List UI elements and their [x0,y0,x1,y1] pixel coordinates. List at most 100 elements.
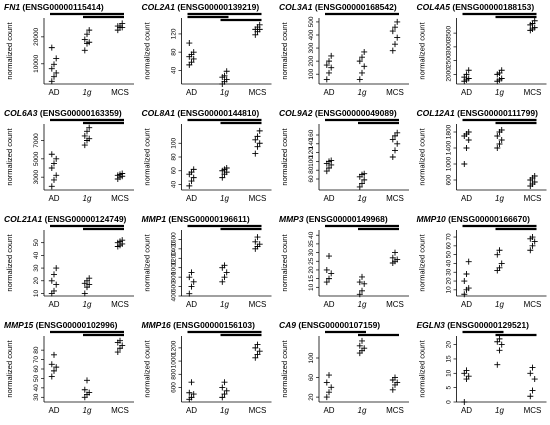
data-point [463,145,470,151]
data-point [326,165,332,171]
data-point [529,387,536,394]
data-point [188,59,195,66]
data-point [254,341,261,348]
gene-id: (ENSG00000139219) [175,2,259,12]
x-tick-label: AD [323,300,334,309]
y-tick-label: 120 [171,28,178,39]
data-point [323,76,330,83]
x-tick-label: 1g [495,194,504,203]
data-point [392,41,398,48]
x-tick-label: AD [48,406,59,415]
data-point [190,166,197,173]
x-tick-label: AD [186,88,197,97]
x-tick-label: AD [461,88,472,97]
data-point [359,273,365,280]
x-tick-label: AD [186,406,197,415]
x-tick-label: 1g [495,406,504,415]
gene-id: (ENSG00000156103) [171,320,255,330]
data-point [394,34,401,41]
y-tick-label: 60 [308,175,315,183]
data-point [356,183,363,190]
y-tick-label: 2500 [446,53,453,68]
data-point [252,344,259,351]
panel-title: COL9A2 (ENSG00000049089) [279,108,397,118]
gene-id: (ENSG00000168542) [313,2,397,12]
data-point [392,374,398,381]
data-point [326,58,332,65]
gene-name: COL2A1 [142,2,176,12]
data-point [494,361,501,368]
data-point [389,28,396,35]
y-tick-label: 40 [308,231,315,239]
data-point [361,170,368,177]
y-tick-label: 3500 [446,26,453,41]
x-tick-label: AD [461,194,472,203]
data-point [359,337,365,344]
panel-title: COL3A1 (ENSG00000168542) [279,2,397,12]
data-point [223,387,230,394]
y-tick-label: 10 [33,289,40,297]
data-point [119,342,126,349]
panel-col4a5: COL4A5 (ENSG00000188153) 2000250030003500… [417,2,547,97]
y-tick-label: 3000 [446,39,453,54]
gene-id: (ENSG00000129521) [445,320,529,330]
y-tick-label: 10 [446,369,453,377]
data-point [356,291,363,298]
y-tick-label: 80 [33,346,40,354]
x-tick-label: 1g [83,88,92,97]
x-tick-label: MCS [524,406,542,415]
data-point [326,372,332,379]
data-point [223,165,230,171]
data-point [252,136,259,143]
x-tick-label: MCS [111,300,129,309]
data-point [188,283,195,290]
panel-title: COL12A1 (ENSG00000111799) [417,108,539,118]
data-point [531,179,538,185]
y-tick-label: 60 [171,167,178,175]
y-tick-label: 600 [171,281,178,292]
x-tick-label: MCS [249,194,267,203]
x-tick-label: MCS [111,194,129,203]
data-point [356,58,363,65]
gene-name: COL21A1 [4,214,43,224]
data-point [254,143,261,150]
data-point [328,52,335,59]
y-tick-label: 40 [446,259,453,267]
y-tick-label: 1200 [171,251,178,266]
data-point [51,73,57,80]
y-tick-label: 20 [446,341,453,349]
data-point [361,345,368,352]
data-point [188,269,195,276]
data-point [359,69,365,76]
data-point [48,183,55,190]
data-point [256,21,263,28]
gene-id: (ENSG00000144810) [175,108,259,118]
data-point [356,279,363,286]
y-tick-label: 300 [308,42,315,53]
data-point [84,377,90,384]
y-axis-label: normalized count [143,22,152,80]
y-axis-label: normalized count [280,128,289,186]
x-tick-label: AD [48,194,59,203]
y-tick-label: 35 [308,240,315,248]
data-point [48,44,55,51]
y-tick-label: 30 [446,268,453,276]
data-point [527,370,534,377]
data-point [465,258,472,265]
y-tick-label: 7000 [33,133,40,148]
data-point [221,72,228,79]
y-tick-label: 50 [446,251,453,259]
y-tick-label: 10 [446,286,453,294]
data-point [328,384,335,391]
y-tick-label: 1400 [446,140,453,155]
data-point [190,278,197,285]
x-tick-label: 1g [358,406,367,415]
data-point [86,124,93,131]
data-point [219,384,226,391]
y-tick-label: 100 [308,68,315,79]
data-point [221,379,228,386]
gene-id: (ENSG00000149968) [304,214,388,224]
panel-title: MMP1 (ENSG00000196611) [142,214,250,224]
y-tick-label: 1400 [171,241,178,256]
y-tick-label: 0 [446,400,453,404]
